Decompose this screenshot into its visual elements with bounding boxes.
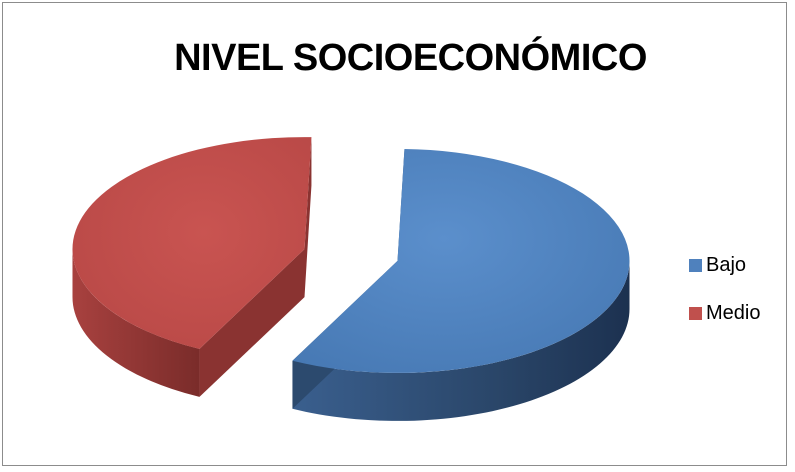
slice-medio [72, 137, 312, 397]
slice-medio-top [72, 137, 312, 349]
legend-label-medio: Medio [706, 301, 761, 324]
slice-bajo-side [292, 260, 630, 421]
pie-chart [72, 137, 630, 421]
chart-area: NIVEL SOCIOECONÓMICO [2, 2, 787, 466]
legend-item-bajo: Bajo [689, 251, 760, 279]
slice-medio-side [72, 249, 200, 397]
slice-medio-cut-face-0 [199, 249, 305, 397]
legend-swatch-medio [689, 306, 702, 320]
legend-swatch-bajo [689, 258, 702, 272]
legend-item-medio: Medio [689, 299, 760, 327]
chart-legend: Bajo Medio [689, 251, 760, 347]
slice-medio-cut-face-1 [304, 137, 312, 298]
slice-bajo-top [292, 148, 630, 373]
chart-title: NIVEL SOCIOECONÓMICO [174, 37, 647, 79]
slice-bajo [292, 148, 630, 421]
legend-label-bajo: Bajo [706, 253, 747, 276]
